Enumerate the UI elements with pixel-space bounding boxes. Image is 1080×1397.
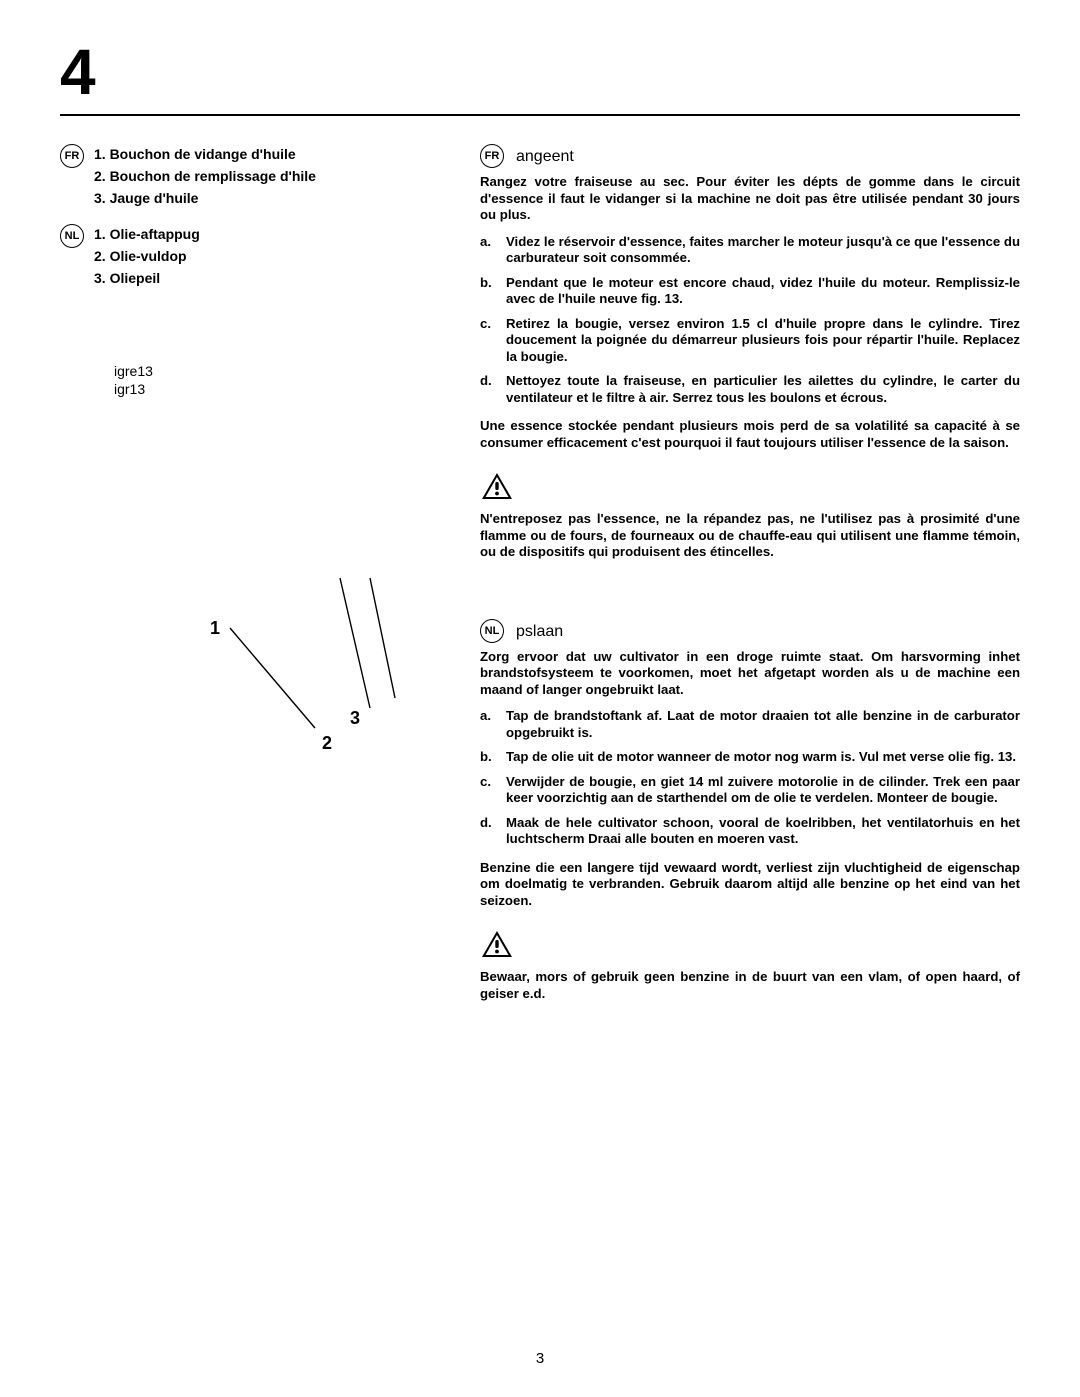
figure-code: igr13 (114, 380, 440, 398)
figure-label-2: 2 (322, 733, 332, 754)
step-text: Videz le réservoir d'essence, faites mar… (506, 234, 1020, 267)
fr-badge-icon: FR (480, 144, 504, 168)
legend-item: 2. Bouchon de remplissage d'hile (94, 168, 316, 184)
fr-note: Une essence stockée pendant plusieurs mo… (480, 418, 1020, 451)
list-item: c. Verwijder de bougie, en giet 14 ml zui… (480, 774, 1020, 807)
fr-intro: Rangez votre fraiseuse au sec. Pour évit… (480, 174, 1020, 224)
step-marker: c. (480, 316, 496, 366)
nl-badge-icon: NL (480, 619, 504, 643)
figure-label-1: 1 (210, 618, 220, 639)
fr-section-title: angeent (516, 148, 574, 166)
step-marker: a. (480, 234, 496, 267)
right-column: FR angeent Rangez votre fraiseuse au sec… (480, 146, 1020, 1012)
fr-steps: a. Videz le réservoir d'essence, faites m… (480, 234, 1020, 407)
step-marker: a. (480, 708, 496, 741)
columns: FR 1. Bouchon de vidange d'huile 2. Bouc… (60, 146, 1020, 1012)
step-text: Pendant que le moteur est encore chaud, … (506, 275, 1020, 308)
legend-item: 1. Bouchon de vidange d'huile (94, 146, 316, 162)
step-marker: b. (480, 275, 496, 308)
divider (60, 114, 1020, 116)
legend-list-fr: 1. Bouchon de vidange d'huile 2. Bouchon… (94, 146, 316, 212)
warning-icon (480, 471, 1020, 501)
step-text: Verwijder de bougie, en giet 14 ml zuive… (506, 774, 1020, 807)
nl-note: Benzine die een langere tijd vewaard wor… (480, 860, 1020, 910)
nl-warning: Bewaar, mors of gebruik geen benzine in … (480, 969, 1020, 1002)
legend-item: 3. Oliepeil (94, 270, 200, 286)
list-item: a. Tap de brandstoftank af. Laat de motor… (480, 708, 1020, 741)
figure-label-3: 3 (350, 708, 360, 729)
figure-lines-icon (200, 558, 420, 758)
warning-icon (480, 929, 1020, 959)
legend-item: 2. Olie-vuldop (94, 248, 200, 264)
nl-intro: Zorg ervoor dat uw cultivator in een dro… (480, 649, 1020, 699)
step-marker: c. (480, 774, 496, 807)
fr-warning: N'entreposez pas l'essence, ne la répand… (480, 511, 1020, 561)
list-item: d. Maak de hele cultivator schoon, vooral… (480, 815, 1020, 848)
list-item: b. Tap de olie uit de motor wanneer de mo… (480, 749, 1020, 766)
list-item: a. Videz le réservoir d'essence, faites m… (480, 234, 1020, 267)
nl-section-head: NL pslaan (480, 621, 1020, 643)
list-item: d. Nettoyez toute la fraiseuse, en partic… (480, 373, 1020, 406)
figure-code: igre13 (114, 362, 440, 380)
fr-section-head: FR angeent (480, 146, 1020, 168)
list-item: b. Pendant que le moteur est encore chaud… (480, 275, 1020, 308)
page: 4 FR 1. Bouchon de vidange d'huile 2. Bo… (0, 0, 1080, 1397)
legend-item: 3. Jauge d'huile (94, 190, 316, 206)
list-item: c.Retirez la bougie, versez environ 1.5 … (480, 316, 1020, 366)
step-marker: d. (480, 373, 496, 406)
spacer (480, 571, 1020, 621)
step-text: Tap de olie uit de motor wanneer de moto… (506, 749, 1020, 766)
nl-steps: a. Tap de brandstoftank af. Laat de motor… (480, 708, 1020, 848)
step-text: Retirez la bougie, versez environ 1.5 cl… (506, 316, 1020, 366)
nl-badge-icon: NL (60, 224, 84, 248)
page-number: 3 (0, 1350, 1080, 1367)
left-column: FR 1. Bouchon de vidange d'huile 2. Bouc… (60, 146, 440, 1012)
figure-codes: igre13 igr13 (114, 362, 440, 398)
step-text: Maak de hele cultivator schoon, vooral d… (506, 815, 1020, 848)
legend-nl: NL 1. Olie-aftappug 2. Olie-vuldop 3. Ol… (60, 226, 440, 292)
nl-section-title: pslaan (516, 623, 563, 641)
section-number: 4 (60, 40, 1020, 104)
legend-list-nl: 1. Olie-aftappug 2. Olie-vuldop 3. Oliep… (94, 226, 200, 292)
legend-fr: FR 1. Bouchon de vidange d'huile 2. Bouc… (60, 146, 440, 212)
step-text: Tap de brandstoftank af. Laat de motor d… (506, 708, 1020, 741)
step-text: Nettoyez toute la fraiseuse, en particul… (506, 373, 1020, 406)
step-marker: d. (480, 815, 496, 848)
legend-item: 1. Olie-aftappug (94, 226, 200, 242)
fr-badge-icon: FR (60, 144, 84, 168)
figure-diagram: 1 2 3 (60, 558, 440, 778)
step-marker: b. (480, 749, 496, 766)
